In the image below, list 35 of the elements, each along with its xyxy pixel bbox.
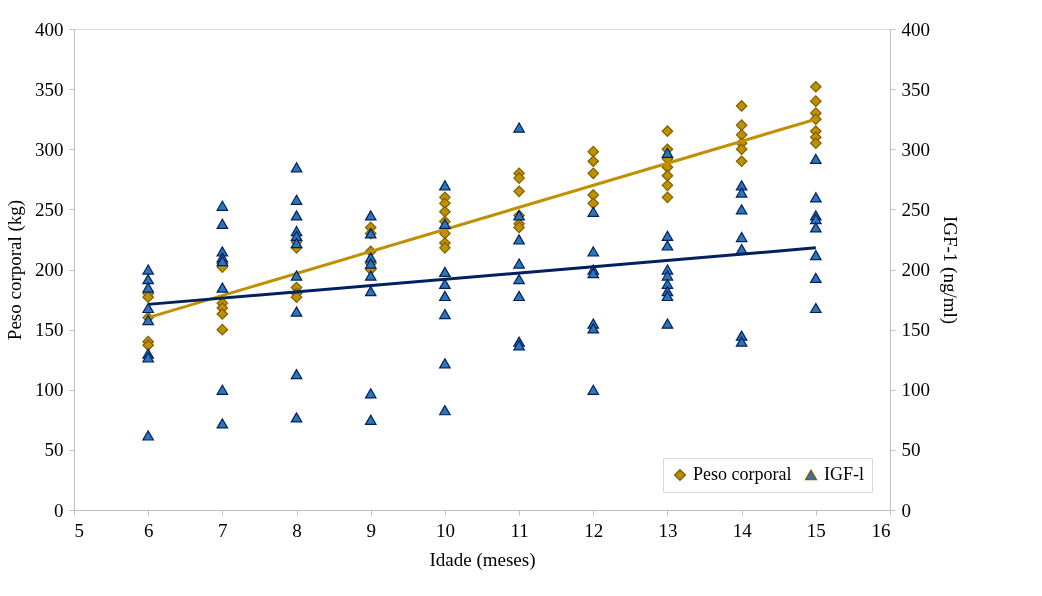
x-tick-label: 12 xyxy=(584,519,604,541)
x-tick-label: 7 xyxy=(218,519,228,541)
x-tick-label: 11 xyxy=(510,519,529,541)
legend-label: IGF-l xyxy=(824,464,864,484)
y2-tick-label: 350 xyxy=(901,78,930,100)
x-axis-title: Idade (meses) xyxy=(429,548,536,571)
x-tick-label: 15 xyxy=(806,519,826,541)
y-tick-label: 300 xyxy=(35,138,64,160)
y-tick-label: 200 xyxy=(35,259,64,280)
y-tick-label: 350 xyxy=(35,78,64,100)
y2-tick-label: 200 xyxy=(901,259,930,280)
y-tick-label: 400 xyxy=(35,18,64,40)
x-tick-label: 14 xyxy=(732,519,753,541)
x-tick-label: 5 xyxy=(74,519,84,541)
x-tick-label: 10 xyxy=(435,519,455,541)
y2-tick-label: 250 xyxy=(901,198,930,220)
x-tick-label: 16 xyxy=(871,519,891,541)
y-tick-label: 100 xyxy=(35,379,64,401)
y2-tick-label: 400 xyxy=(901,18,930,40)
x-tick-label: 8 xyxy=(292,519,302,541)
x-tick-label: 6 xyxy=(143,519,154,541)
y2-tick-label: 50 xyxy=(901,439,921,461)
y2-axis-title: IGF-1 (ng/ml) xyxy=(939,215,961,325)
y2-tick-label: 300 xyxy=(901,138,930,160)
y-axis-title: Peso corporal (kg) xyxy=(4,199,26,341)
x-tick-label: 9 xyxy=(366,519,376,541)
y2-tick-label: 150 xyxy=(901,319,930,341)
y-tick-label: 250 xyxy=(35,198,64,220)
y2-tick-label: 100 xyxy=(901,379,930,401)
x-tick-label: 13 xyxy=(658,519,678,541)
y-tick-label: 0 xyxy=(54,499,64,521)
y-tick-label: 150 xyxy=(35,319,64,341)
legend-label: Peso corporal xyxy=(693,464,792,484)
y2-tick-label: 0 xyxy=(901,499,911,521)
y-tick-label: 50 xyxy=(44,439,64,461)
